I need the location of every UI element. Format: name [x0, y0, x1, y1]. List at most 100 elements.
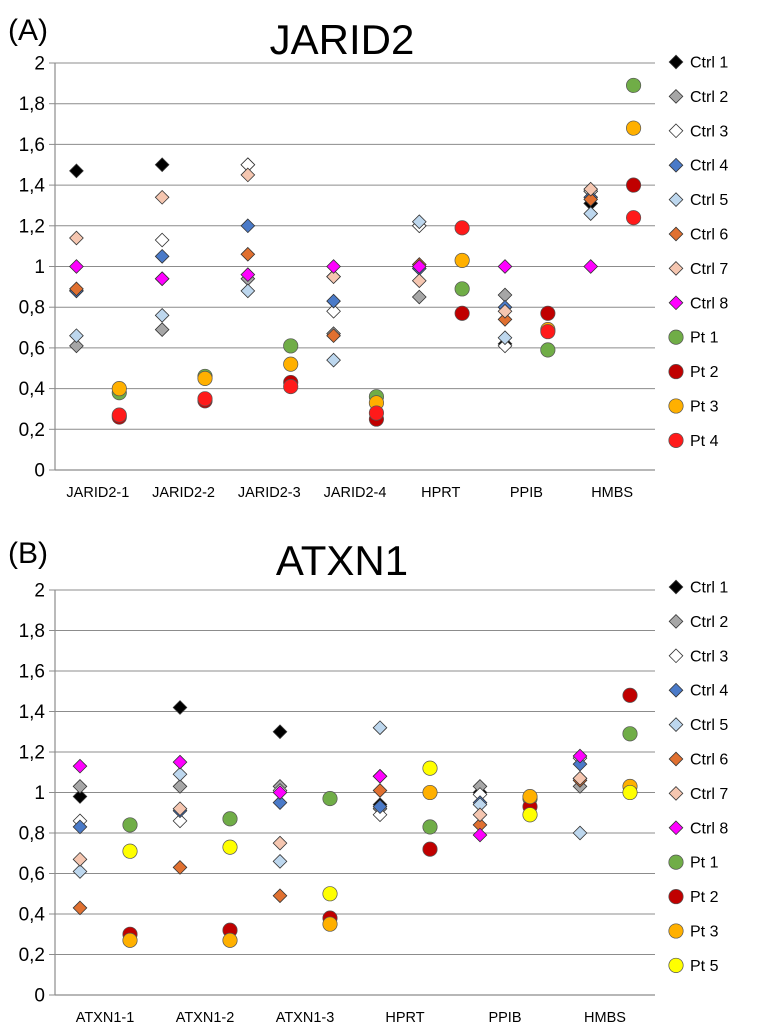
data-point: [240, 218, 256, 234]
data-point: [422, 760, 438, 776]
data-point: [522, 788, 538, 805]
legend-marker: [668, 579, 684, 595]
data-point: [69, 338, 84, 354]
data-point: [272, 853, 288, 869]
y-tick-label: 1: [34, 783, 45, 804]
x-tick-label: ATXN1-3: [276, 1010, 335, 1023]
data-point: [411, 214, 427, 230]
panel-b: (B) ATXN1 0 0,2 0,4 0,6 0,8 1 1,2 1,4 1,6 1,8 2 ATX…: [8, 537, 728, 1026]
legend-label: Ctrl 7: [690, 786, 728, 803]
legend-marker: [668, 157, 684, 173]
data-point: [622, 687, 638, 703]
legend-marker: [668, 329, 684, 345]
x-tick-label: ATXN1-2: [176, 1010, 235, 1023]
data-point: [172, 813, 188, 829]
data-point: [72, 851, 88, 867]
data-point: [69, 230, 84, 246]
data-point: [72, 758, 88, 774]
legend-marker: [668, 432, 684, 448]
y-tick-label: 1,4: [19, 702, 46, 723]
data-point: [368, 405, 384, 421]
x-tick-label: JARID2-3: [238, 485, 301, 501]
data-point: [422, 841, 438, 857]
data-point: [272, 888, 288, 904]
data-point: [272, 724, 288, 740]
data-point: [372, 807, 388, 823]
y-tick-label: 1,2: [19, 743, 45, 764]
legend-marker: [668, 614, 684, 629]
data-point: [326, 259, 341, 274]
data-point: [240, 283, 256, 299]
chart-title-b: ATXN1: [276, 537, 408, 584]
data-point: [372, 768, 388, 784]
data-point: [240, 246, 256, 262]
data-point: [572, 748, 588, 764]
data-point: [583, 259, 599, 274]
legend-label: Ctrl 5: [690, 192, 728, 209]
legend-marker: [668, 54, 684, 70]
data-point: [272, 785, 288, 800]
y-tick-label: 2: [34, 54, 45, 75]
y-tick-label: 0: [34, 986, 45, 1007]
data-point: [197, 391, 213, 407]
plot-area-b: 0 0,2 0,4 0,6 0,8 1 1,2 1,4 1,6 1,8 2 ATXN1-1 ATXN1-…: [19, 581, 655, 1026]
legend-marker: [668, 226, 684, 242]
data-point: [422, 819, 438, 835]
y-tick-label: 0,6: [19, 864, 45, 885]
legend-label: Ctrl 6: [690, 752, 728, 769]
y-tick-label: 2: [34, 581, 45, 602]
y-tick-label: 0,2: [19, 420, 45, 441]
y-tick-label: 0,4: [19, 905, 46, 926]
data-point: [583, 206, 599, 221]
data-point: [69, 163, 84, 179]
data-point: [69, 281, 84, 297]
data-point: [372, 783, 388, 798]
data-point: [326, 328, 341, 344]
data-point: [326, 269, 341, 285]
chart-title-a: JARID2: [270, 16, 415, 63]
data-point: [626, 177, 642, 193]
legend-marker: [668, 717, 684, 732]
data-point: [626, 210, 642, 226]
legend-label: Ctrl 7: [690, 261, 728, 278]
legend-marker: [668, 820, 684, 836]
legend-b: Ctrl 1 Ctrl 2 Ctrl 3 Ctrl 4 Ctrl 5 Ctrl 6 Ctrl…: [668, 579, 728, 975]
data-point: [522, 807, 538, 823]
data-point: [72, 819, 88, 835]
legend-label: Pt 2: [690, 889, 719, 906]
data-point: [283, 379, 299, 395]
legend-label: Ctrl 4: [690, 158, 728, 175]
data-point: [69, 259, 84, 274]
data-point: [240, 167, 256, 183]
legend-label: Ctrl 8: [690, 820, 728, 837]
data-point: [411, 259, 427, 274]
data-point: [572, 770, 588, 786]
data-point: [197, 370, 213, 386]
x-tick-label: HPRT: [421, 485, 460, 501]
data-point: [222, 811, 238, 827]
data-point: [540, 324, 556, 340]
legend-marker: [668, 786, 684, 801]
data-point: [322, 916, 338, 932]
data-point: [111, 381, 127, 397]
data-point: [411, 289, 427, 305]
data-point: [272, 835, 288, 851]
data-point: [283, 356, 299, 372]
legend-marker: [668, 89, 684, 104]
y-tick-label: 1: [34, 257, 45, 278]
x-tick-label: JARID2-1: [66, 485, 129, 501]
data-point: [372, 799, 388, 815]
data-point: [540, 342, 556, 358]
legend-label: Ctrl 1: [690, 55, 728, 72]
legend-label: Ctrl 8: [690, 295, 728, 312]
legend-label: Pt 4: [690, 433, 719, 450]
data-point: [154, 157, 170, 173]
panel-a: (A) JARID2 0 0,2 0,4 0,6 0,8 1 1,2 1,4 1,6 1,8 2 JA…: [8, 14, 728, 501]
panel-label-a: (A): [8, 14, 48, 47]
y-tick-label: 1,2: [19, 216, 45, 237]
data-point: [497, 312, 513, 327]
legend-label: Pt 3: [690, 924, 719, 941]
y-tick-label: 1,8: [19, 621, 45, 642]
legend-marker: [668, 682, 684, 698]
